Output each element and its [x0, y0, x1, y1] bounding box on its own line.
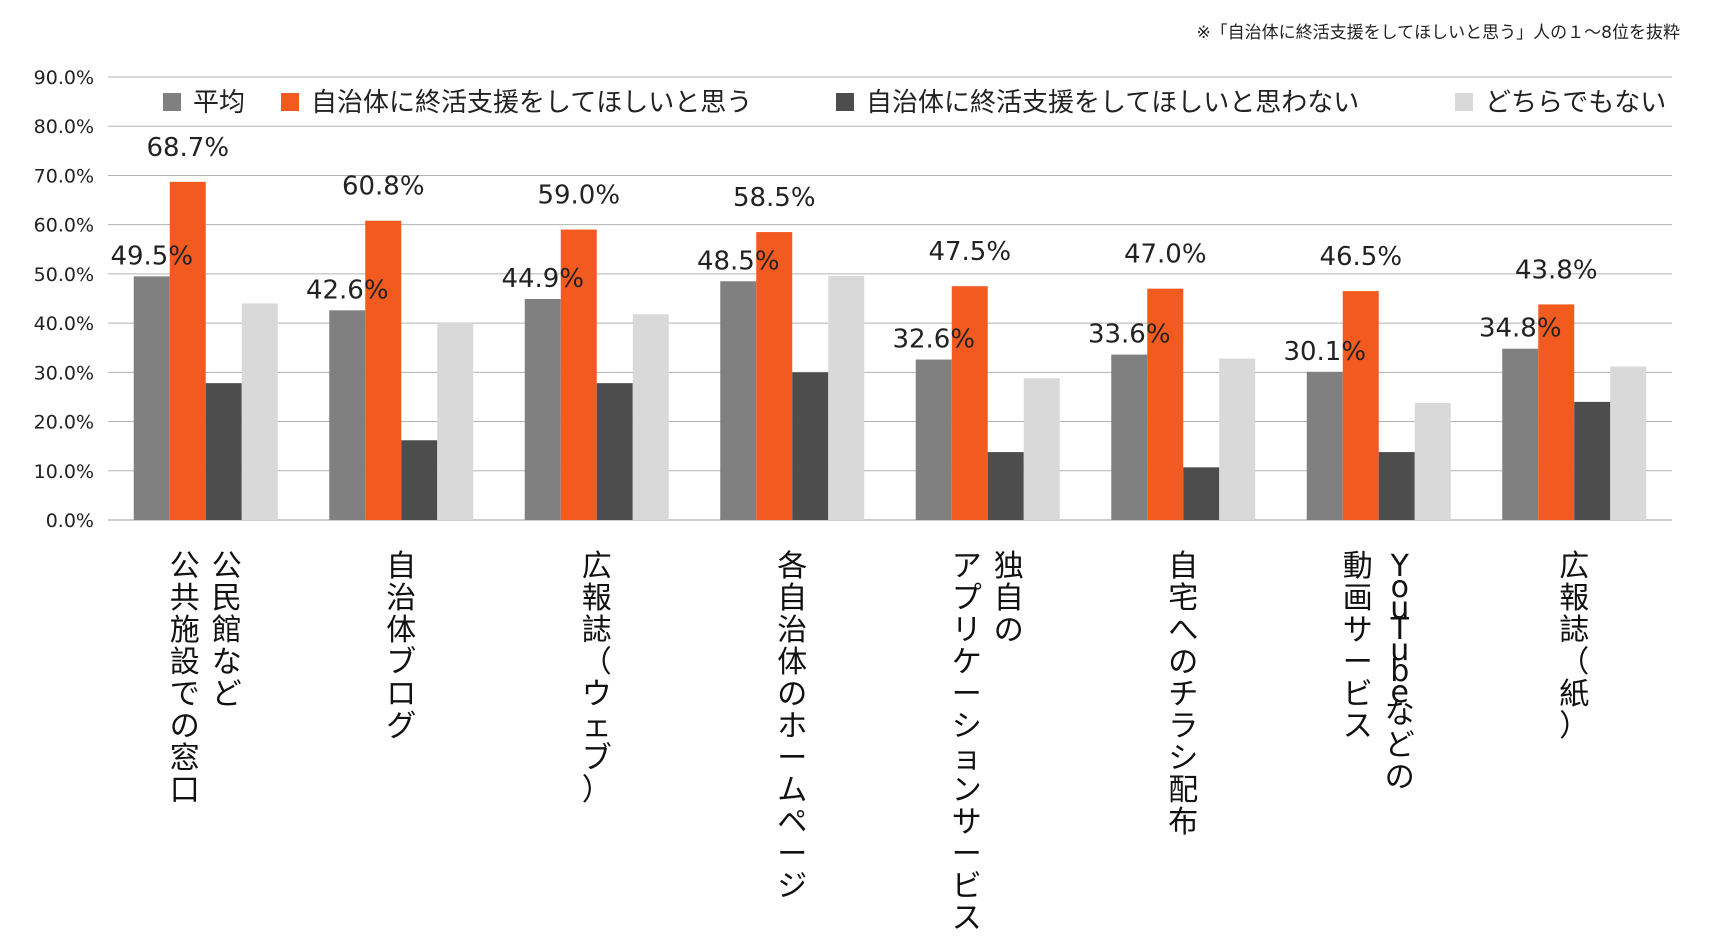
- data-label: 34.8%: [1479, 314, 1562, 344]
- legend-swatch: [281, 93, 299, 111]
- legend: 平均 自治体に終活支援をしてほしいと思う 自治体に終活支援をしてほしいと思わない どち…: [163, 88, 1666, 118]
- bar: [1502, 348, 1539, 520]
- data-label: 30.1%: [1283, 337, 1366, 367]
- bar: [560, 229, 597, 521]
- data-label: 58.5%: [733, 183, 816, 213]
- y-tick-label: 40.0%: [34, 313, 94, 335]
- bar: [720, 281, 757, 520]
- bar: [756, 232, 793, 521]
- legend-swatch: [163, 93, 181, 111]
- y-axis-ticks: 0.0% 10.0% 20.0% 30.0% 40.0% 50.0% 60.0% 70.0% 8…: [34, 67, 94, 532]
- legend-swatch: [836, 93, 854, 111]
- bar: [1306, 371, 1343, 520]
- data-label: 59.0%: [537, 181, 620, 211]
- data-label: 42.6%: [306, 275, 389, 305]
- bar: [1574, 401, 1611, 520]
- y-tick-label: 80.0%: [34, 116, 94, 138]
- legend-label: 自治体に終活支援をしてほしいと思わない: [866, 88, 1359, 118]
- bar: [169, 181, 206, 521]
- legend-label: 自治体に終活支援をしてほしいと思う: [311, 88, 752, 118]
- category-label: 公共施設での窓口: [170, 549, 200, 808]
- category-label: 自治体ブログ: [386, 549, 416, 744]
- y-tick-label: 20.0%: [34, 412, 94, 434]
- data-label: 33.6%: [1088, 320, 1171, 350]
- bar: [205, 383, 242, 520]
- bar: [828, 275, 865, 520]
- data-label: 49.5%: [110, 241, 193, 271]
- data-label: 60.8%: [342, 172, 425, 202]
- bar: [1414, 402, 1451, 520]
- bar: [1147, 288, 1184, 520]
- data-label: 46.5%: [1319, 242, 1402, 272]
- bar: [915, 359, 952, 520]
- y-tick-label: 10.0%: [34, 461, 94, 483]
- category-label: 自宅へのチラシ配布: [1168, 549, 1198, 840]
- bar: [596, 383, 633, 520]
- data-label: 47.0%: [1124, 240, 1207, 270]
- data-label: 32.6%: [892, 325, 975, 355]
- bar: [1378, 452, 1415, 520]
- category-label: 動画サービス: [1343, 549, 1373, 744]
- bars: [133, 181, 1647, 521]
- legend-swatch: [1455, 93, 1473, 111]
- bar: [951, 286, 988, 520]
- bar: [792, 372, 829, 520]
- bar: [987, 452, 1024, 520]
- category-label: 広報誌（紙）: [1559, 549, 1589, 744]
- bar: [1111, 354, 1148, 520]
- data-label: 47.5%: [928, 237, 1011, 267]
- bar: [133, 276, 170, 520]
- legend-label: 平均: [193, 88, 245, 118]
- bar: [1610, 366, 1647, 520]
- bar: [437, 323, 474, 520]
- chart-note: ※「自治体に終活支援をしてほしいと思う」人の１～8位を抜粋: [1196, 23, 1680, 43]
- bar: [1219, 358, 1256, 520]
- legend-label: どちらでもない: [1485, 88, 1666, 118]
- bar: [632, 314, 669, 520]
- y-tick-label: 70.0%: [34, 165, 94, 187]
- data-label: 68.7%: [146, 133, 229, 163]
- category-label: 広報誌（ウェブ）: [582, 549, 612, 808]
- category-label: 公民館など: [212, 549, 242, 712]
- data-label: 44.9%: [501, 264, 584, 294]
- bar: [365, 220, 402, 520]
- bar: [1183, 467, 1220, 520]
- bar: [329, 310, 366, 520]
- bar: [241, 303, 278, 520]
- category-label: 独自の: [994, 549, 1024, 648]
- y-tick-label: 0.0%: [46, 510, 94, 532]
- y-tick-label: 90.0%: [34, 67, 94, 89]
- bar: [524, 298, 561, 520]
- category-label: 各自治体のホームページ: [777, 549, 807, 904]
- category-label: アプリケーションサービス: [952, 549, 982, 936]
- bar: [1023, 378, 1060, 520]
- data-labels: 49.5% 42.6% 44.9% 48.5% 32.6% 33.6% 30.1% 34.8%…: [110, 133, 1597, 367]
- y-tick-label: 60.0%: [34, 215, 94, 237]
- bar: [1538, 304, 1575, 520]
- y-tick-label: 50.0%: [34, 264, 94, 286]
- data-label: 48.5%: [697, 246, 780, 276]
- bar: [401, 440, 438, 520]
- y-tick-label: 30.0%: [34, 362, 94, 384]
- data-label: 43.8%: [1515, 255, 1598, 285]
- bar: [1342, 291, 1379, 520]
